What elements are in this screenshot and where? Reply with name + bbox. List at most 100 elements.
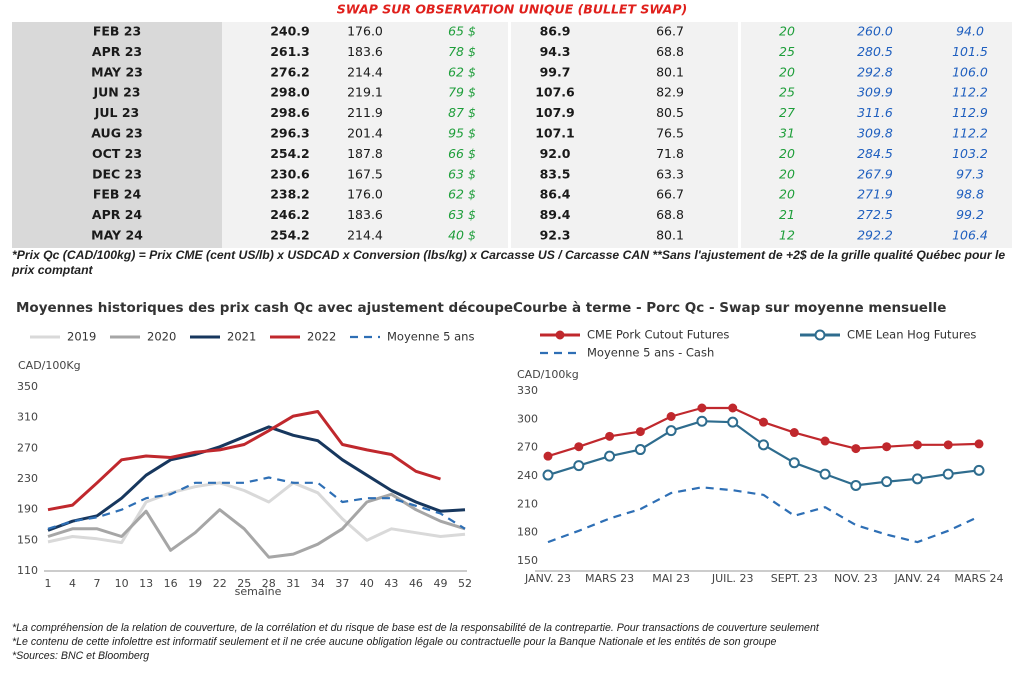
table-cell: 86.9 xyxy=(540,24,571,39)
table-cell: 296.3 xyxy=(270,126,310,141)
table-cell: 63 $ xyxy=(448,207,476,222)
series-line xyxy=(547,486,980,544)
legend-label: CME Pork Cutout Futures xyxy=(587,328,729,342)
x-tick-label: NOV. 23 xyxy=(834,572,878,585)
point xyxy=(973,464,985,476)
y-tick-label: 350 xyxy=(17,380,38,393)
series-line xyxy=(47,481,466,545)
table-cell: 112.9 xyxy=(952,105,988,120)
table-cell: 20 xyxy=(779,24,795,39)
legend-label: 2022 xyxy=(307,330,336,344)
table-cell: 62 $ xyxy=(448,187,476,202)
table-cell: 183.6 xyxy=(347,44,383,59)
legend-marker xyxy=(814,329,826,341)
x-axis-label: semaine xyxy=(235,585,282,598)
x-tick-label: 10 xyxy=(115,577,129,590)
table-cell: 63.3 xyxy=(656,166,684,181)
table-cell: MAY 24 xyxy=(91,228,143,243)
point xyxy=(819,468,831,480)
legend-label: 2019 xyxy=(67,330,96,344)
table-cell: AUG 23 xyxy=(91,126,142,141)
x-tick-label: 40 xyxy=(360,577,374,590)
table-cell: 112.2 xyxy=(952,85,988,100)
footer-line: *Le contenu de cette infolettre est info… xyxy=(12,636,777,648)
table-cell: 254.2 xyxy=(270,228,310,243)
point xyxy=(542,469,554,481)
chart-title: Moyennes historiques des prix cash Qc av… xyxy=(16,300,513,316)
series-line xyxy=(47,492,466,559)
table-cell: 97.3 xyxy=(956,166,984,181)
point xyxy=(573,460,585,472)
table-cell: 98.8 xyxy=(956,187,984,202)
point xyxy=(666,412,676,421)
point xyxy=(728,403,738,413)
x-tick-label: 34 xyxy=(311,577,325,590)
table-cell: 298.0 xyxy=(270,85,310,100)
table-cell: 183.6 xyxy=(347,207,383,222)
table-cell: 95 $ xyxy=(448,126,476,141)
table-cell: 167.5 xyxy=(347,166,383,181)
table-cell: 66 $ xyxy=(448,146,476,161)
table-cell: 298.6 xyxy=(270,105,310,120)
point xyxy=(820,436,830,446)
legend-label: 2020 xyxy=(147,330,176,344)
y-tick-label: 270 xyxy=(17,441,38,454)
point xyxy=(665,425,677,437)
table-cell: 267.9 xyxy=(857,166,893,181)
y-tick-label: 230 xyxy=(17,472,38,485)
footer-line: *La compréhension de la relation de couv… xyxy=(12,622,820,634)
table-cell: OCT 23 xyxy=(92,146,142,161)
series-line xyxy=(47,425,466,532)
y-tick-label: 180 xyxy=(517,526,538,539)
x-tick-label: MARS 23 xyxy=(585,572,634,585)
table-cell: 292.2 xyxy=(857,228,893,243)
point xyxy=(942,468,954,480)
x-tick-label: 28 xyxy=(262,577,276,590)
x-tick-label: 1 xyxy=(45,577,52,590)
table-cell: 21 xyxy=(779,207,795,222)
table-cell: MAY 23 xyxy=(91,64,143,79)
x-tick-label: 52 xyxy=(458,577,472,590)
table-cell: 20 xyxy=(779,146,795,161)
point xyxy=(912,440,922,450)
table-bg xyxy=(511,22,738,248)
table-cell: 25 xyxy=(779,44,795,59)
point xyxy=(727,416,739,428)
point xyxy=(574,442,584,452)
table-cell: FEB 23 xyxy=(93,24,141,39)
table-cell: 68.8 xyxy=(656,207,684,222)
series-line xyxy=(47,410,441,512)
table-cell: 71.8 xyxy=(656,146,684,161)
table-cell: 40 $ xyxy=(448,228,476,243)
table-cell: 87 $ xyxy=(448,105,476,120)
y-axis-label: CAD/100Kg xyxy=(18,359,81,372)
table-cell: 219.1 xyxy=(347,85,383,100)
y-tick-label: 330 xyxy=(517,384,538,397)
point xyxy=(634,444,646,456)
point xyxy=(635,427,645,437)
table-cell: 12 xyxy=(779,228,795,243)
table-cell: 238.2 xyxy=(270,187,310,202)
point xyxy=(974,439,984,449)
table-cell: 80.1 xyxy=(656,64,684,79)
table-cell: FEB 24 xyxy=(93,187,142,202)
x-tick-label: 46 xyxy=(409,577,423,590)
table-cell: 31 xyxy=(779,126,795,141)
y-tick-label: 240 xyxy=(517,469,538,482)
table-cell: 79 $ xyxy=(448,85,476,100)
x-tick-label: MARS 24 xyxy=(954,572,1003,585)
table-cell: 76.5 xyxy=(656,126,684,141)
point xyxy=(758,439,769,451)
legend-label: Moyenne 5 ans - Cash xyxy=(587,346,714,360)
table-cell: 106.4 xyxy=(952,228,988,243)
y-axis-label: CAD/100kg xyxy=(517,368,579,381)
legend-marker xyxy=(555,330,565,340)
table-cell: 292.8 xyxy=(857,64,893,79)
point xyxy=(789,428,799,438)
table-cell: 80.1 xyxy=(656,228,684,243)
x-tick-label: SEPT. 23 xyxy=(771,572,818,585)
legend-label: CME Lean Hog Futures xyxy=(847,328,976,342)
point xyxy=(759,417,768,427)
table-cell: 240.9 xyxy=(270,24,310,39)
